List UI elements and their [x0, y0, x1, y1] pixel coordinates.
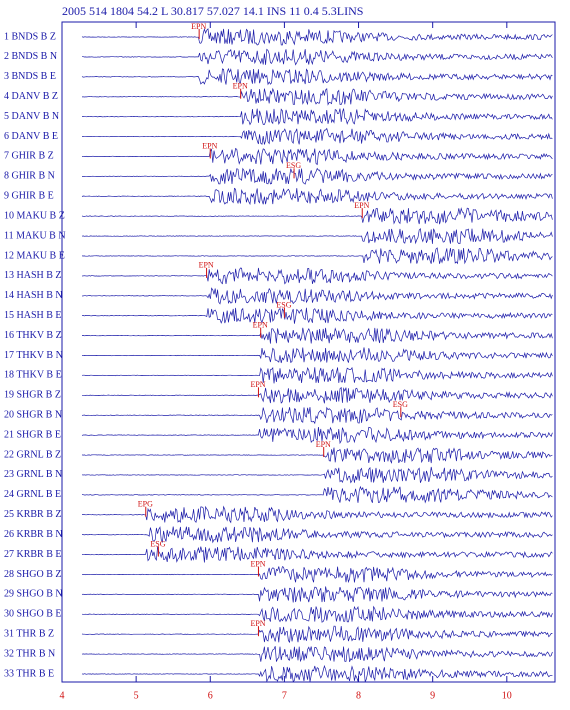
trace-label: 31 THR B Z [4, 628, 54, 639]
waveform [81, 287, 553, 305]
pick-label: EPN [191, 22, 206, 31]
waveform [81, 207, 553, 225]
trace-label: 2 BNDS B N [4, 51, 57, 62]
trace-label: 16 THKV B Z [4, 330, 62, 341]
waveform [81, 267, 553, 285]
trace-label: 29 SHGO B N [4, 589, 63, 600]
pick-label: ESG [393, 400, 408, 409]
frame [61, 21, 556, 683]
trace-label: 12 MAKU B E [4, 250, 65, 261]
waveform [81, 167, 553, 185]
waveform [81, 108, 553, 126]
trace-label: 27 KRBR B E [4, 549, 62, 560]
trace-label: 13 HASH B Z [4, 270, 62, 281]
trace-label: 14 HASH B N [4, 290, 63, 301]
trace-label: 23 GRNL B N [4, 469, 62, 480]
title: 2005 514 1804 54.2 L 30.817 57.027 14.1 … [62, 4, 363, 18]
waveform [81, 67, 553, 86]
trace-label: 19 SHGR B Z [4, 390, 61, 401]
pick-label: ESG [286, 161, 301, 170]
trace-label: 9 GHIR B E [4, 191, 54, 202]
trace-label: 11 MAKU B N [4, 230, 66, 241]
trace-label: 6 DANV B E [4, 131, 58, 142]
trace-label: 33 THR B E [4, 668, 54, 679]
trace-label: 18 THKV B E [4, 370, 62, 381]
trace-label: 25 KRBR B Z [4, 509, 62, 520]
trace-label: 10 MAKU B Z [4, 210, 65, 221]
pick-label: EPN [253, 320, 268, 329]
x-tick-label: 4 [60, 690, 65, 701]
waveform [81, 87, 553, 106]
pick-label: EPN [199, 261, 214, 270]
waveform [81, 327, 553, 344]
x-tick-label: 8 [356, 690, 361, 701]
waveform [82, 48, 553, 66]
waveform [81, 664, 553, 683]
pick-label: ESG [276, 301, 291, 310]
waveform [82, 386, 553, 404]
waveform [81, 347, 553, 364]
x-tick-label: 5 [134, 690, 139, 701]
x-tick-label: 10 [502, 690, 512, 701]
trace-label: 3 BNDS B E [4, 71, 56, 82]
pick-label: ESG [150, 539, 165, 548]
x-tick-label: 6 [208, 690, 213, 701]
waveform [81, 605, 553, 623]
waveform [81, 187, 553, 206]
pick-label: EPN [202, 141, 217, 150]
pick-label: EPN [250, 380, 265, 389]
waveform [81, 625, 553, 644]
waveform [81, 426, 553, 445]
waveform [81, 27, 553, 46]
waveform [81, 447, 553, 464]
trace-label: 5 DANV B N [4, 111, 59, 122]
trace-label: 15 HASH B E [4, 310, 62, 321]
trace-label: 4 DANV B Z [4, 91, 58, 102]
pick-label: EPN [250, 559, 265, 568]
waveform [82, 526, 553, 544]
trace-label: 24 GRNL B E [4, 489, 61, 500]
trace-label: 17 THKV B N [4, 350, 63, 361]
trace-label: 28 SHGO B Z [4, 569, 62, 580]
trace-label: 30 SHGO B E [4, 609, 62, 620]
trace-label: 22 GRNL B Z [4, 449, 61, 460]
trace-label: 20 SHGR B N [4, 410, 62, 421]
waveform [81, 307, 553, 324]
waveform [81, 406, 553, 425]
pick-label: EPG [138, 500, 153, 509]
pick-label: EPN [316, 440, 331, 449]
trace-label: 1 BNDS B Z [4, 31, 56, 42]
trace-label: 7 GHIR B Z [4, 151, 54, 162]
pick-label: EPN [354, 201, 369, 210]
waveform [82, 127, 553, 145]
trace-label: 26 KRBR B N [4, 529, 63, 540]
waveform [81, 147, 553, 166]
waveform [81, 485, 553, 504]
waveform [81, 586, 553, 603]
x-tick-label: 7 [282, 690, 287, 701]
trace-label: 21 SHGR B E [4, 429, 61, 440]
waveform [82, 505, 553, 524]
waveform [81, 466, 553, 484]
pick-label: EPN [250, 619, 265, 628]
waveform [81, 546, 553, 563]
x-tick-label: 9 [430, 690, 435, 701]
trace-label: 8 GHIR B N [4, 171, 55, 182]
waveform [81, 247, 553, 265]
waveform [81, 646, 553, 663]
waveform [81, 228, 553, 245]
pick-label: EPN [233, 82, 248, 91]
waveform [81, 566, 553, 584]
trace-label: 32 THR B N [4, 648, 55, 659]
waveform [81, 366, 553, 384]
